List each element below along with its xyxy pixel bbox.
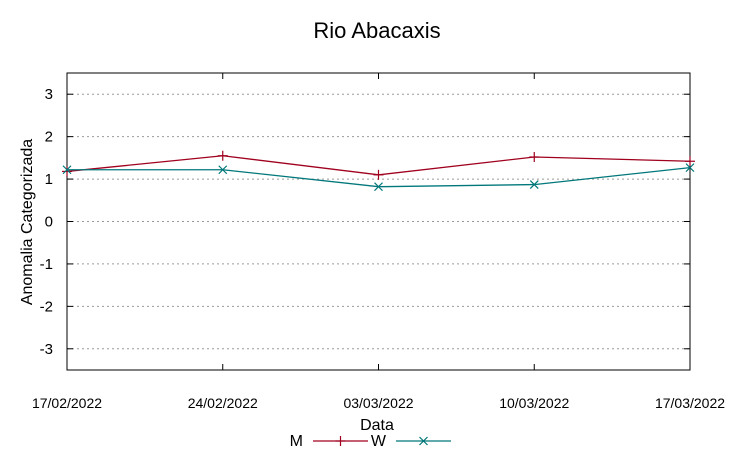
data-point-m — [217, 150, 228, 161]
x-tick-label: 17/02/2022 — [32, 395, 102, 411]
legend-label-m: M — [290, 433, 303, 450]
data-point-m — [685, 156, 695, 167]
data-point-w — [529, 180, 539, 190]
legend-marker-w — [419, 436, 428, 446]
y-tick-label: 3 — [45, 86, 53, 103]
data-point-m — [529, 152, 540, 163]
legend-marker-m — [335, 436, 346, 446]
x-axis-ticks: 17/02/2022 24/02/2022 03/03/2022 10/03/2022… — [32, 73, 725, 411]
data-point-w — [685, 163, 695, 173]
legend-label-w: W — [371, 433, 387, 450]
data-point-m — [373, 169, 384, 180]
y-tick-label: 2 — [45, 129, 53, 146]
y-tick-label: -2 — [40, 298, 53, 315]
y-axis-label: Anomalia Categorizada — [19, 139, 36, 305]
grid-layer — [67, 93, 690, 350]
x-tick-label: 03/03/2022 — [343, 395, 413, 411]
data-point-w — [374, 182, 383, 192]
chart-title: Rio Abacaxis — [313, 18, 440, 43]
x-tick-label: 24/02/2022 — [188, 395, 258, 411]
y-tick-label: -3 — [40, 341, 53, 358]
y-tick-label: 1 — [45, 171, 53, 188]
y-tick-label: 0 — [45, 214, 53, 231]
x-tick-label: 17/03/2022 — [655, 395, 725, 411]
data-point-w — [218, 165, 228, 175]
x-tick-label: 10/03/2022 — [499, 395, 569, 411]
data-point-m — [62, 166, 72, 177]
y-axis-ticks: 3 2 1 0 -1 -2 -3 — [40, 86, 690, 358]
x-axis-label: Data — [360, 417, 394, 434]
data-point-w — [62, 165, 72, 175]
y-tick-label: -1 — [40, 256, 53, 273]
series-layer — [62, 150, 695, 192]
